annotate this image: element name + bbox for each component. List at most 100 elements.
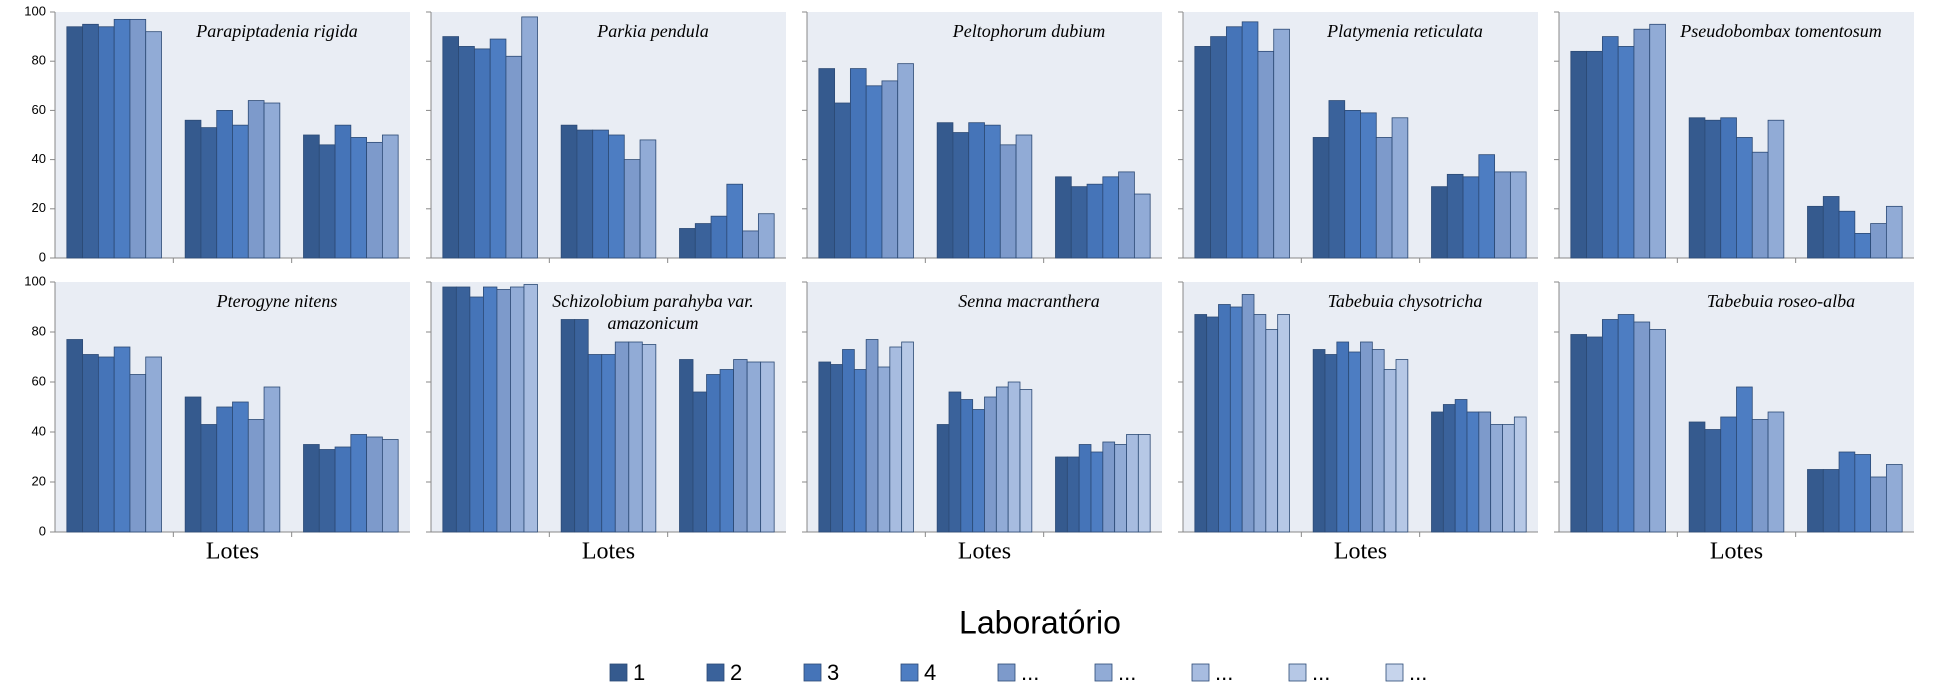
bar	[247, 100, 265, 259]
bar	[1822, 469, 1840, 533]
bar	[818, 361, 832, 533]
bar	[200, 127, 218, 259]
bar	[1509, 171, 1527, 259]
chart-title: Parapiptadenia rigida	[196, 21, 358, 41]
bar	[1446, 173, 1464, 259]
bar	[1225, 26, 1243, 259]
chart-title: Tabebuia chysotricha	[1327, 291, 1483, 311]
bar	[984, 124, 1001, 259]
bar	[1055, 176, 1072, 259]
bar	[1688, 117, 1706, 259]
y-tick-label: 0	[39, 523, 46, 538]
bar	[1360, 112, 1377, 259]
bar	[1513, 416, 1527, 533]
bar	[614, 341, 630, 533]
bar	[1502, 424, 1515, 533]
legend-swatch	[997, 663, 1016, 682]
bar	[999, 144, 1017, 259]
legend-title: Laboratório	[959, 604, 1121, 640]
y-tick-label: 60	[32, 373, 46, 388]
y-tick-label: 40	[32, 423, 46, 438]
bar	[1273, 28, 1290, 259]
bar	[1241, 21, 1259, 259]
bar	[521, 16, 538, 259]
bar	[936, 424, 950, 533]
bar	[641, 344, 657, 533]
bar	[483, 286, 498, 533]
chart-title: Pseudobombax tomentosum	[1680, 21, 1882, 41]
y-tick-label: 100	[24, 3, 46, 18]
bar	[865, 339, 879, 533]
bar	[1383, 369, 1397, 533]
bar	[1133, 193, 1151, 259]
bar	[1704, 119, 1722, 259]
chart-title: Peltophorum dubium	[952, 21, 1106, 41]
bar	[1070, 186, 1088, 259]
bar	[366, 436, 383, 533]
bar	[984, 396, 997, 533]
bar	[842, 349, 855, 533]
bar	[1102, 441, 1116, 533]
bar	[968, 122, 985, 259]
bar	[1478, 154, 1496, 259]
bar	[318, 144, 336, 259]
bar	[1102, 176, 1120, 259]
bar	[1007, 381, 1021, 533]
bar	[960, 399, 974, 533]
bar	[1431, 186, 1448, 259]
y-tick-label: 20	[32, 200, 46, 215]
bar	[623, 159, 641, 259]
bar	[184, 119, 202, 259]
bar	[1478, 411, 1492, 533]
legend-swatch	[1094, 663, 1113, 682]
bar	[97, 26, 115, 259]
bar	[1265, 329, 1279, 533]
x-axis-label: Lotes	[1710, 539, 1763, 565]
x-axis-label: Lotes	[206, 539, 259, 565]
bar	[1194, 314, 1208, 533]
bar	[1570, 334, 1588, 533]
y-tick-label: 80	[32, 53, 46, 68]
bar	[1736, 386, 1753, 533]
bar	[719, 369, 734, 533]
bar	[455, 286, 471, 533]
bar	[1391, 117, 1409, 259]
bar	[1454, 399, 1468, 533]
bar	[1241, 294, 1255, 533]
bar	[66, 339, 84, 533]
chart-title: Platymenia reticulata	[1327, 21, 1483, 41]
bar	[1344, 110, 1361, 259]
y-tick-label: 60	[32, 102, 46, 117]
bar	[97, 356, 115, 533]
bar	[200, 424, 218, 533]
bar	[1736, 137, 1753, 259]
legend-swatch	[609, 663, 628, 682]
bar	[1253, 314, 1267, 533]
bar	[818, 68, 836, 259]
x-axis-label: Lotes	[1334, 539, 1387, 565]
bar	[1822, 196, 1840, 259]
bar	[1206, 316, 1219, 533]
bar	[1466, 411, 1480, 533]
bar	[1570, 50, 1588, 259]
bar	[1649, 23, 1666, 259]
legend-label: 1	[633, 660, 645, 685]
bar	[1442, 404, 1456, 533]
bar	[1431, 411, 1444, 533]
bar	[679, 359, 694, 533]
y-tick-label: 20	[32, 473, 46, 488]
bar	[881, 80, 899, 259]
legend-label: 3	[827, 660, 839, 685]
bar	[66, 26, 84, 259]
bar	[865, 85, 883, 259]
bar	[523, 284, 538, 533]
y-tick-label: 0	[39, 249, 46, 264]
bar	[1854, 454, 1872, 533]
bar	[318, 449, 336, 533]
bar	[587, 354, 603, 533]
x-axis-label: Lotes	[582, 539, 635, 565]
bar	[560, 124, 578, 259]
bar	[834, 102, 851, 259]
bar	[1055, 456, 1068, 533]
